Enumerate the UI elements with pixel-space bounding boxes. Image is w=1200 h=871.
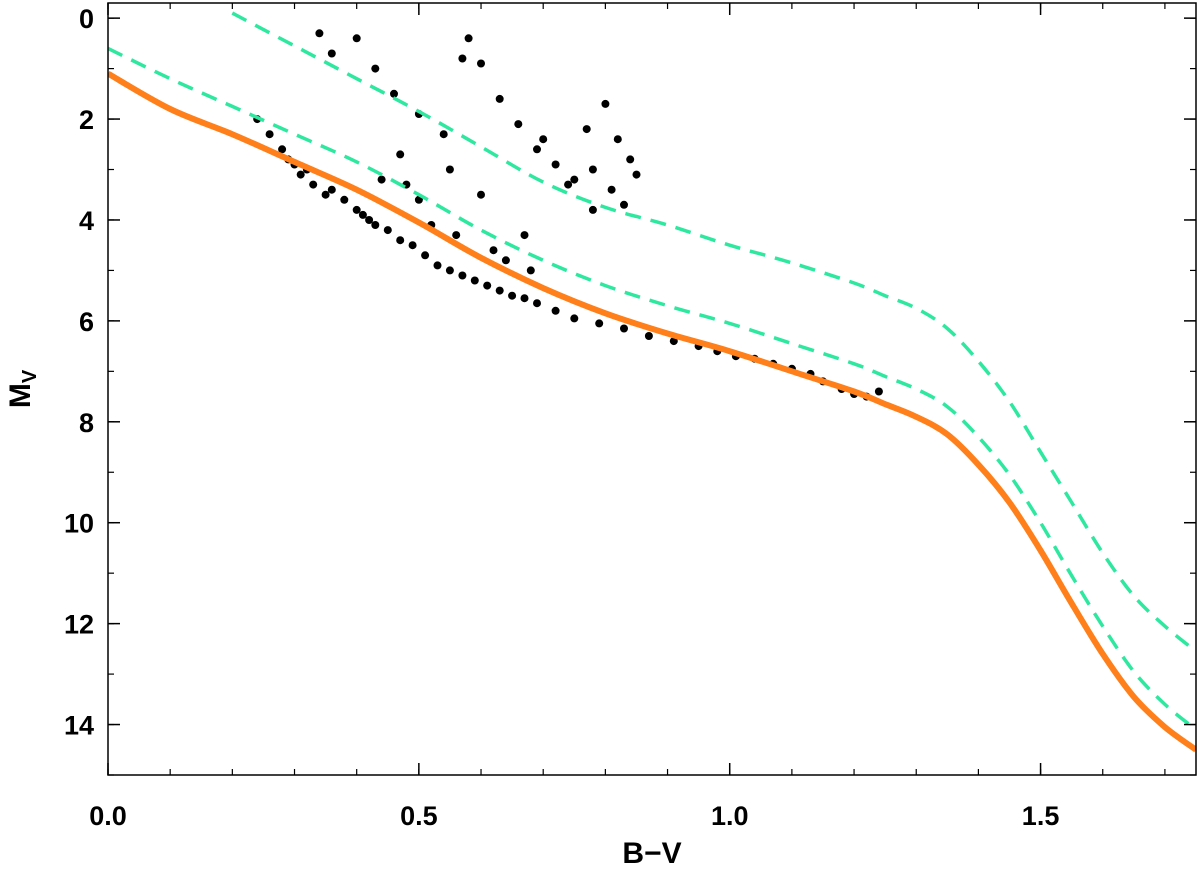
y-tick-label: 8 xyxy=(79,408,94,438)
star-point xyxy=(520,294,529,303)
star-point xyxy=(520,231,529,240)
plot-frame xyxy=(107,2,1197,776)
x-tick-label: 0.5 xyxy=(400,801,438,831)
star-point xyxy=(526,266,535,275)
star-point xyxy=(421,251,430,260)
star-point xyxy=(296,170,305,179)
main-sequence-curve xyxy=(108,70,1196,753)
dashed-curve-1 xyxy=(108,46,1196,731)
star-point xyxy=(595,319,604,328)
star-point xyxy=(458,271,467,280)
star-point xyxy=(582,125,591,134)
star-point xyxy=(632,170,641,179)
star-points xyxy=(253,29,883,401)
x-tick-label: 1.5 xyxy=(1022,801,1060,831)
y-tick-label: 2 xyxy=(79,105,94,135)
y-tick-label: 12 xyxy=(64,610,94,640)
star-point xyxy=(340,195,349,204)
star-point xyxy=(607,185,616,194)
star-point xyxy=(396,236,405,245)
star-point xyxy=(458,54,467,63)
star-point xyxy=(588,165,597,174)
star-point xyxy=(377,175,386,184)
y-tick-label: 14 xyxy=(64,711,94,741)
star-point xyxy=(551,306,560,315)
star-point xyxy=(396,150,405,159)
star-point xyxy=(352,34,361,43)
star-point xyxy=(309,180,318,189)
isochrone-curves xyxy=(108,11,1196,753)
star-point xyxy=(489,246,498,255)
star-point xyxy=(365,216,374,224)
star-point xyxy=(570,175,579,184)
star-point xyxy=(570,314,579,323)
star-point xyxy=(321,190,330,199)
x-axis-title: B−V xyxy=(622,837,681,870)
y-axis-title-main: M xyxy=(4,383,37,408)
star-point xyxy=(477,59,485,68)
star-point xyxy=(433,261,442,270)
star-point xyxy=(644,332,653,340)
star-point xyxy=(613,135,622,144)
star-point xyxy=(352,205,361,214)
star-point xyxy=(514,120,523,129)
star-point xyxy=(470,276,479,285)
star-point xyxy=(564,180,573,189)
star-point xyxy=(874,387,883,396)
star-point xyxy=(477,190,485,199)
star-point xyxy=(371,64,380,73)
x-tick-label: 1.0 xyxy=(711,801,749,831)
star-point xyxy=(265,130,274,139)
star-point xyxy=(452,231,461,240)
y-axis-title: MV xyxy=(4,369,41,408)
star-point xyxy=(483,281,492,290)
star-point xyxy=(495,286,504,295)
star-point xyxy=(327,185,336,194)
star-point xyxy=(358,210,367,219)
star-point xyxy=(408,241,417,250)
star-point xyxy=(495,94,504,103)
star-point xyxy=(278,145,287,154)
star-point xyxy=(501,256,510,265)
star-point xyxy=(464,34,473,43)
y-tick-label: 10 xyxy=(64,509,94,539)
star-point xyxy=(620,324,628,333)
star-point xyxy=(626,155,635,164)
star-point xyxy=(383,226,392,235)
star-point xyxy=(445,266,454,275)
dashed-curve-2 xyxy=(231,11,1196,653)
plot-marks xyxy=(108,11,1196,753)
star-point xyxy=(533,145,541,154)
star-point xyxy=(445,165,454,174)
y-tick-label: 0 xyxy=(79,4,94,34)
star-point xyxy=(539,135,548,144)
star-point xyxy=(551,160,560,169)
star-point xyxy=(371,221,380,229)
star-point xyxy=(620,200,628,209)
x-tick-label: 0.0 xyxy=(89,801,127,831)
star-point xyxy=(390,89,398,98)
star-point xyxy=(439,130,448,139)
star-point xyxy=(315,29,324,38)
star-point xyxy=(588,205,597,214)
y-axis-title-subscript: V xyxy=(19,369,41,383)
star-point xyxy=(327,49,336,58)
y-tick-label: 4 xyxy=(79,206,94,236)
star-point xyxy=(533,299,541,308)
star-point xyxy=(601,99,610,108)
star-point xyxy=(669,337,678,346)
axes: 0.0 0.5 1.0 1.5 0 2 4 6 8 10 12 14 xyxy=(64,3,1196,831)
y-tick-label: 6 xyxy=(79,307,94,337)
star-point xyxy=(508,291,517,300)
